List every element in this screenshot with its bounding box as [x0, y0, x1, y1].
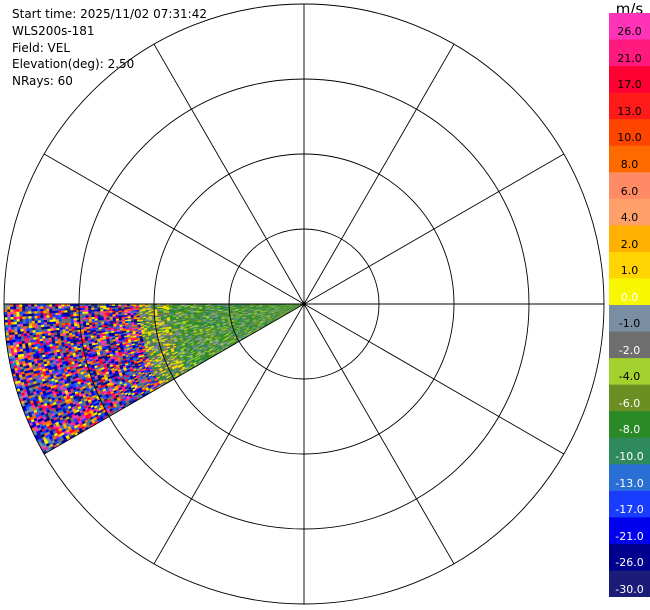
- ppi-plot: [3, 3, 605, 605]
- velocity-gate: [10, 329, 15, 333]
- velocity-sector: [3, 303, 305, 455]
